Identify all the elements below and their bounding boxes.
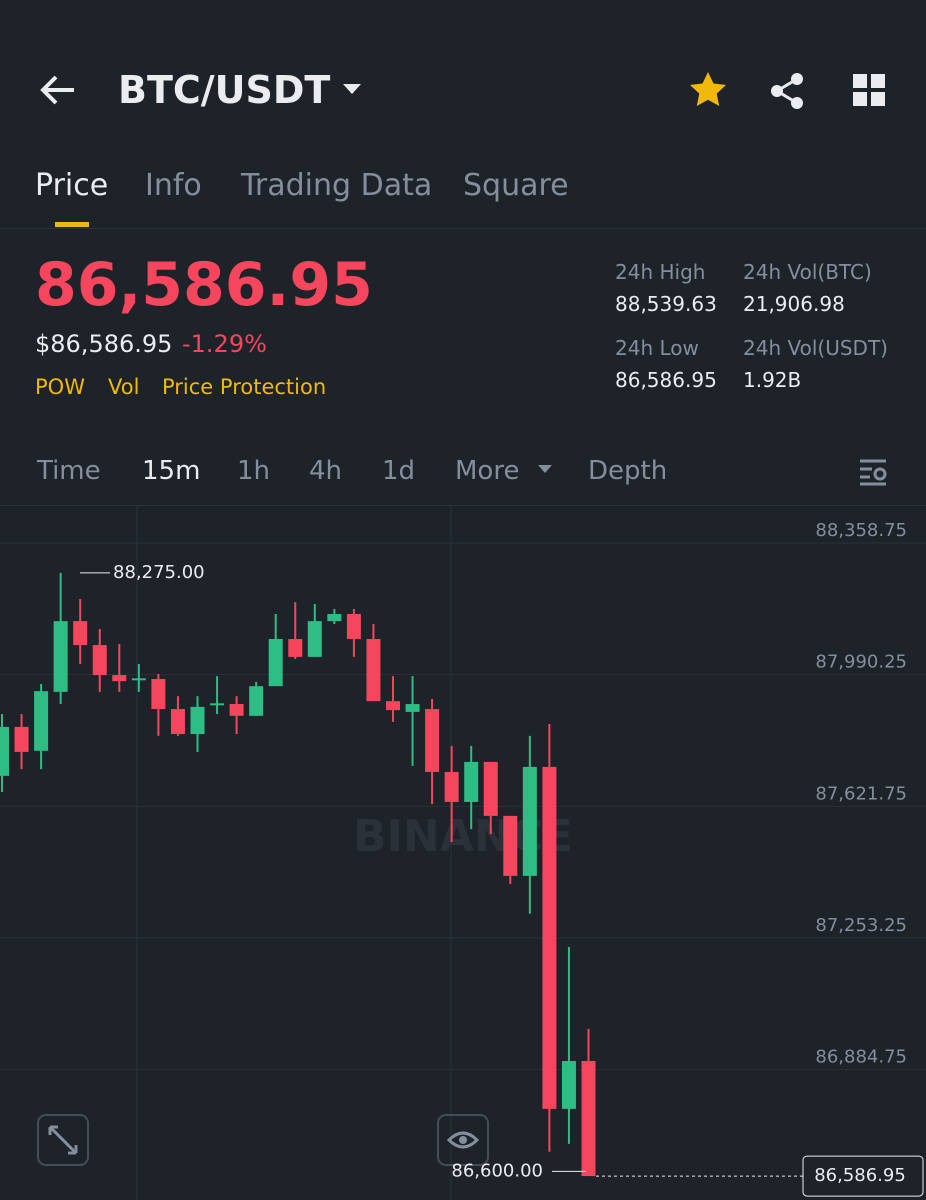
chart-settings[interactable] <box>858 458 890 486</box>
stat-value: 21,906.98 <box>743 292 845 316</box>
body <box>327 613 342 622</box>
body <box>73 621 88 646</box>
y-tick-label: 87,990.25 <box>815 652 907 673</box>
share[interactable] <box>768 72 808 110</box>
interval[interactable]: Time <box>37 456 101 486</box>
tag[interactable]: Vol <box>108 375 140 399</box>
body <box>307 621 322 657</box>
stat-value: 1.92B <box>743 368 802 392</box>
stat-value: 86,586.95 <box>615 368 717 392</box>
body <box>170 709 185 735</box>
body <box>405 704 420 712</box>
interval[interactable]: More <box>455 456 520 486</box>
tab[interactable]: Trading Data <box>241 168 433 203</box>
body <box>366 638 381 702</box>
interval[interactable]: 1d <box>382 456 416 486</box>
body <box>444 771 459 802</box>
body <box>581 1061 596 1177</box>
candlestick-chart: BINANCE 88,358.75 87,990.25 87,621.75 87,25… <box>0 505 926 1200</box>
body <box>0 726 9 776</box>
body <box>53 621 68 692</box>
body <box>131 678 146 681</box>
body <box>268 638 283 687</box>
body <box>229 704 244 716</box>
eye-pupil <box>459 1136 467 1144</box>
fullscreen-button[interactable] <box>37 1114 89 1166</box>
visibility-button[interactable] <box>437 1114 489 1166</box>
tag[interactable]: Price Protection <box>162 375 327 399</box>
fullscreen-icon <box>48 1125 78 1155</box>
body <box>210 703 225 706</box>
body <box>249 686 264 716</box>
body <box>112 675 127 682</box>
tab-underline <box>55 222 89 227</box>
watermark: BINANCE <box>353 811 573 862</box>
body <box>386 701 400 711</box>
usd-price: $86,586.95 <box>35 330 173 358</box>
tab[interactable]: Info <box>145 168 202 203</box>
stat-label: 24h High <box>615 260 706 284</box>
body <box>464 761 479 802</box>
stat-label: 24h Low <box>615 336 699 360</box>
eye-icon <box>446 1131 480 1149</box>
tab-active[interactable]: Price <box>35 168 109 203</box>
more-dropdown[interactable] <box>537 463 553 475</box>
last-price-label: 86,586.95 <box>814 1165 906 1186</box>
body <box>522 766 537 876</box>
back-button[interactable] <box>38 72 78 108</box>
y-tick-label: 87,621.75 <box>815 783 907 804</box>
interval[interactable]: 4h <box>309 456 343 486</box>
body <box>542 766 557 1109</box>
body <box>151 679 166 710</box>
y-tick-label: 86,884.75 <box>815 1047 907 1068</box>
body <box>503 815 518 876</box>
pair-dropdown[interactable] <box>342 82 362 96</box>
body <box>561 1061 576 1109</box>
y-tick-label: 87,253.25 <box>815 915 907 936</box>
interval-active[interactable]: 15m <box>142 456 201 486</box>
y-tick-label: 88,358.75 <box>815 520 907 541</box>
body <box>483 761 498 816</box>
stat-label: 24h Vol(USDT) <box>743 336 888 360</box>
interval[interactable]: 1h <box>237 456 271 486</box>
annotation: 86,600.00 <box>451 1160 543 1181</box>
body <box>425 709 440 772</box>
pair-title[interactable]: BTC/USDT <box>118 68 331 112</box>
tab[interactable]: Square <box>463 168 569 203</box>
divider <box>0 228 926 229</box>
stat-label: 24h Vol(BTC) <box>743 260 872 284</box>
stat-value: 88,539.63 <box>615 292 717 316</box>
body <box>92 645 107 676</box>
divider <box>0 505 926 506</box>
body <box>288 638 303 657</box>
change: -1.29% <box>182 330 267 358</box>
tag[interactable]: POW <box>35 375 85 399</box>
body <box>34 691 49 751</box>
body <box>14 726 29 752</box>
favorite-star[interactable] <box>688 70 728 110</box>
grid-menu[interactable] <box>853 74 887 108</box>
body <box>190 706 205 735</box>
annotation: 88,275.00 <box>113 562 205 583</box>
last-price: 86,586.95 <box>35 250 373 320</box>
body <box>346 613 361 639</box>
last-price-tag <box>802 1155 924 1197</box>
interval[interactable]: Depth <box>588 456 668 486</box>
